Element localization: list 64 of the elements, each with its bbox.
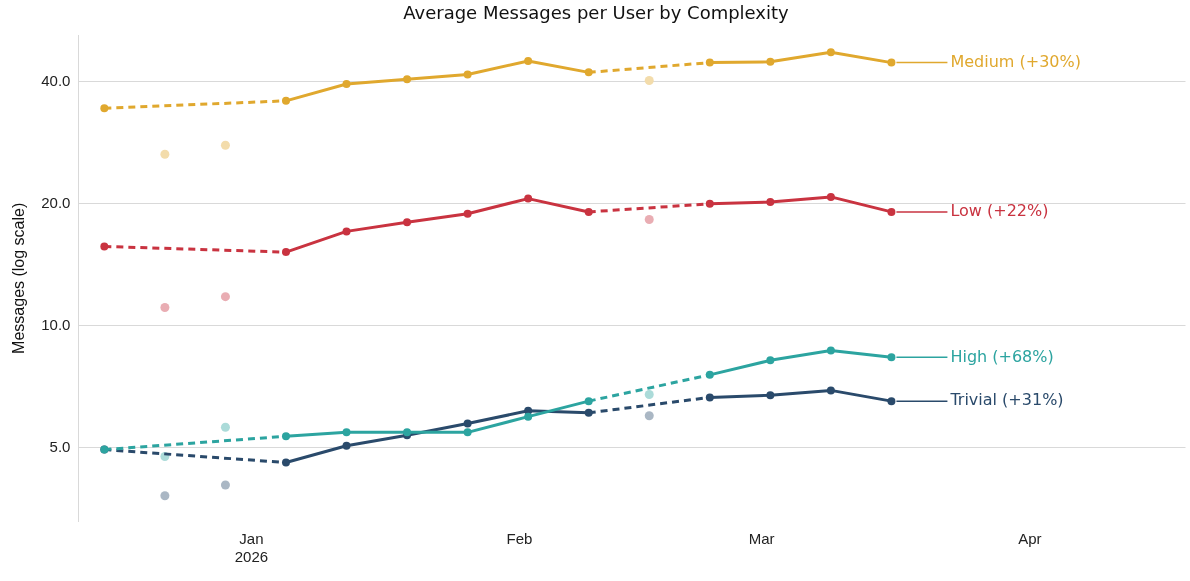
x-tick-label: Mar	[748, 530, 775, 548]
point	[826, 192, 835, 201]
point	[705, 199, 714, 208]
point	[403, 218, 412, 227]
point	[281, 458, 290, 467]
point	[100, 242, 109, 251]
point	[705, 393, 714, 402]
point	[342, 441, 351, 450]
point	[342, 80, 351, 88]
point	[584, 397, 593, 406]
point	[644, 411, 654, 421]
y-tick-label: 5.0	[49, 437, 71, 455]
point	[826, 48, 835, 57]
legend-label: High (+68%)	[950, 346, 1054, 366]
point	[220, 292, 230, 302]
point	[160, 149, 170, 159]
point	[281, 248, 290, 257]
x-tick-label: Apr	[1018, 530, 1042, 548]
point	[281, 96, 290, 105]
x-tick-label: Feb	[506, 530, 533, 548]
chart-title: Average Messages per User by Complexity	[403, 2, 790, 24]
point	[524, 57, 533, 66]
point	[100, 104, 109, 113]
point	[220, 480, 230, 490]
point	[463, 70, 472, 79]
point	[887, 58, 896, 67]
point	[220, 140, 230, 150]
legend-label: Trivial (+31%)	[949, 390, 1064, 410]
point	[887, 397, 896, 406]
legend-label: Medium (+30%)	[950, 51, 1081, 71]
point	[705, 58, 714, 67]
point	[342, 428, 351, 437]
point	[887, 353, 896, 362]
point	[463, 209, 472, 218]
y-tick-label: 20.0	[41, 193, 71, 211]
point	[766, 57, 775, 66]
point	[524, 194, 533, 203]
point	[342, 227, 351, 236]
point	[826, 346, 835, 355]
point	[584, 68, 593, 77]
legend-label: Low (+22%)	[950, 201, 1049, 221]
point	[524, 412, 533, 421]
y-tick-label: 10.0	[41, 315, 71, 333]
point	[584, 207, 593, 216]
point	[584, 408, 593, 417]
point	[220, 422, 230, 432]
point	[766, 356, 775, 365]
x-tick-label: Jan 2026	[234, 530, 269, 566]
point	[644, 214, 654, 224]
point	[403, 75, 412, 84]
point	[766, 198, 775, 207]
point	[644, 390, 654, 399]
point	[463, 419, 472, 428]
point	[463, 428, 472, 437]
y-tick-label: 40.0	[41, 71, 71, 89]
point	[281, 432, 290, 441]
point	[160, 491, 170, 501]
y-axis-title: Messages (log scale)	[10, 202, 28, 354]
point	[644, 75, 654, 85]
point	[766, 391, 775, 400]
point	[887, 207, 896, 216]
point	[826, 386, 835, 395]
point	[160, 302, 170, 312]
point	[705, 370, 714, 379]
